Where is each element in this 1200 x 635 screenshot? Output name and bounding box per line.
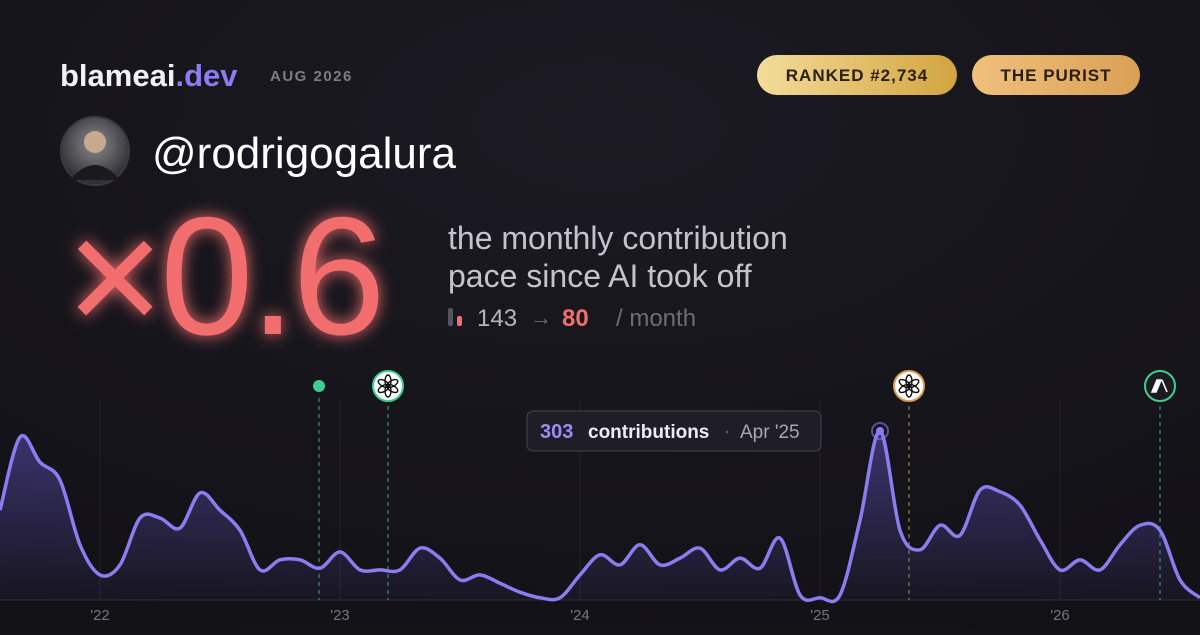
x-tick-label: '24 [570, 607, 590, 624]
brand-name: blameai [60, 58, 175, 93]
event-icon-petal [377, 378, 390, 389]
tooltip-separator: · [724, 421, 730, 441]
x-tick-label: '22 [90, 607, 110, 624]
before-icon [448, 308, 453, 326]
unit: / month [616, 305, 696, 332]
highlight-point [876, 427, 884, 435]
tooltip-value: 303 [540, 421, 573, 443]
event-dot [313, 380, 325, 392]
event-icon [1144, 370, 1176, 402]
description-line: pace since AI took off [448, 258, 752, 294]
after-value: 80 [562, 305, 589, 332]
tooltip [526, 410, 822, 452]
x-tick-label: '26 [1050, 607, 1070, 624]
brand: blameai.dev [60, 58, 238, 93]
area [0, 430, 1200, 602]
avatar-body [70, 165, 120, 180]
event-icon-petal [898, 378, 911, 389]
date: AUG 2026 [270, 68, 353, 85]
event-icon [372, 370, 404, 402]
rank-badge-text: RANKED #2,734 [786, 66, 928, 85]
type-badge-text: THE PURIST [1000, 66, 1111, 85]
event-icon [893, 370, 925, 402]
x-tick-label: '25 [810, 607, 830, 624]
type-badge [972, 55, 1140, 95]
username: @rodrigogalura [152, 129, 456, 178]
after-icon [457, 316, 462, 326]
avatar-face [84, 131, 106, 153]
multiplier: ×0.6 [66, 182, 382, 370]
chart: '22 '23 '24 '25 '26 303 contributions · Apr '25 [0, 370, 1200, 624]
description-line: the monthly contribution [448, 220, 788, 256]
before-value: 143 [477, 305, 517, 332]
event-icon-logo [1150, 379, 1168, 393]
rank-badge [757, 55, 957, 95]
brand-domain: .dev [175, 58, 238, 93]
highlight-ring [871, 422, 889, 440]
tooltip-label: contributions [588, 422, 709, 443]
x-tick-label: '23 [330, 607, 350, 624]
arrow: → [530, 305, 552, 330]
line [0, 429, 1200, 604]
tooltip-date: Apr '25 [740, 422, 800, 443]
